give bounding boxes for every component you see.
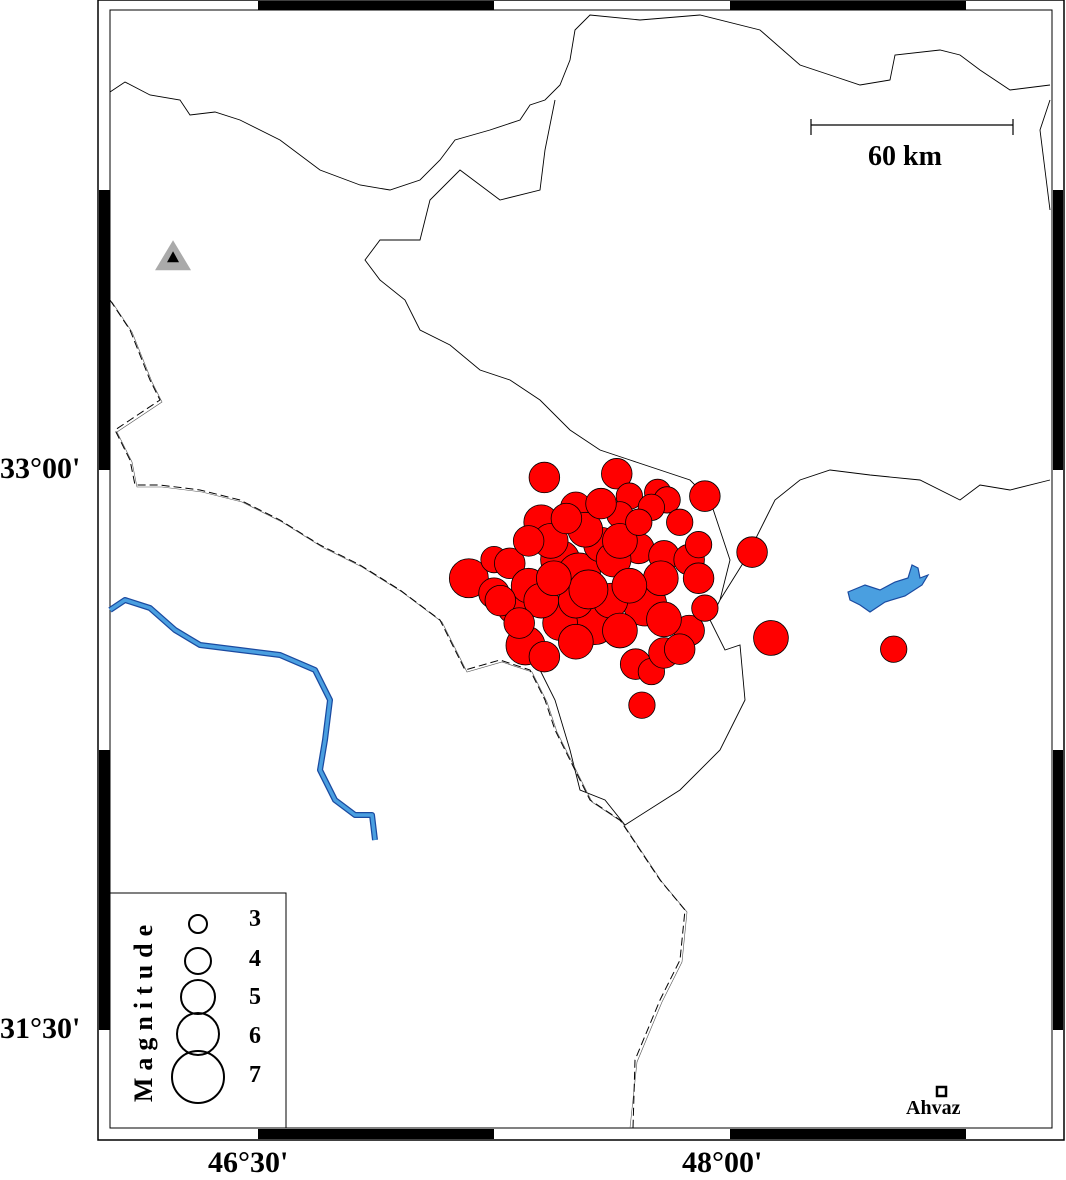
earthquake-event <box>646 601 682 638</box>
city-marker-icon <box>935 1085 948 1098</box>
legend-circles <box>171 914 225 1104</box>
lon-label-48: 48°00' <box>682 1146 763 1179</box>
earthquake-event <box>625 508 653 536</box>
earthquake-event <box>691 594 719 622</box>
earthquake-event <box>880 635 908 663</box>
earthquake-event <box>682 562 715 594</box>
legend-circle-mag-7 <box>171 1050 225 1104</box>
earthquake-event <box>684 531 713 559</box>
earthquake-event <box>666 508 694 536</box>
river <box>108 597 378 841</box>
legend-mag-3: 3 <box>249 906 261 932</box>
province-boundaries <box>109 14 1051 826</box>
city-label-ahvaz: Ahvaz <box>906 1097 961 1119</box>
legend-title: Magnitude <box>129 917 158 1103</box>
lat-label-31-30: 31°30' <box>0 1012 81 1045</box>
earthquake-event <box>689 480 721 512</box>
scale-bar-label: 60 km <box>868 141 942 172</box>
earthquake-event <box>611 567 648 604</box>
earthquake-event <box>484 584 517 617</box>
map-frame <box>97 0 1065 1141</box>
earthquake-event <box>643 560 679 597</box>
legend-mag-4: 4 <box>249 946 261 972</box>
legend-circle-mag-4 <box>184 947 212 975</box>
station-triangle-icon <box>155 240 192 271</box>
earthquake-event <box>736 536 768 568</box>
earthquake-event <box>528 640 561 673</box>
earthquake-event <box>568 569 609 610</box>
earthquake-event <box>585 487 617 520</box>
lat-label-33: 33°00' <box>0 452 81 485</box>
earthquake-event <box>628 691 656 719</box>
earthquake-event <box>528 461 561 494</box>
legend-mag-5: 5 <box>249 984 261 1010</box>
earthquake-event <box>753 620 789 656</box>
earthquake-event <box>494 547 526 580</box>
legend-circle-mag-6 <box>176 1012 220 1056</box>
earthquake-event <box>602 523 638 559</box>
earthquake-event <box>558 623 594 660</box>
earthquake-event <box>503 607 535 639</box>
legend-mag-7: 7 <box>249 1062 261 1088</box>
earthquake-event <box>448 558 489 599</box>
legend-circle-mag-3 <box>188 914 208 934</box>
earthquake-events <box>448 458 908 719</box>
lon-label-46-30: 46°30' <box>208 1146 289 1179</box>
scale-bar <box>810 119 1014 135</box>
international-border <box>109 299 688 1129</box>
lake <box>847 564 930 613</box>
earthquake-event <box>550 502 583 535</box>
earthquake-event <box>602 612 638 649</box>
earthquake-event <box>512 525 545 557</box>
legend-mag-6: 6 <box>249 1023 261 1049</box>
earthquake-event <box>601 458 633 490</box>
earthquake-event <box>663 633 696 665</box>
earthquake-event <box>536 560 572 597</box>
seismic-stations <box>155 240 192 271</box>
